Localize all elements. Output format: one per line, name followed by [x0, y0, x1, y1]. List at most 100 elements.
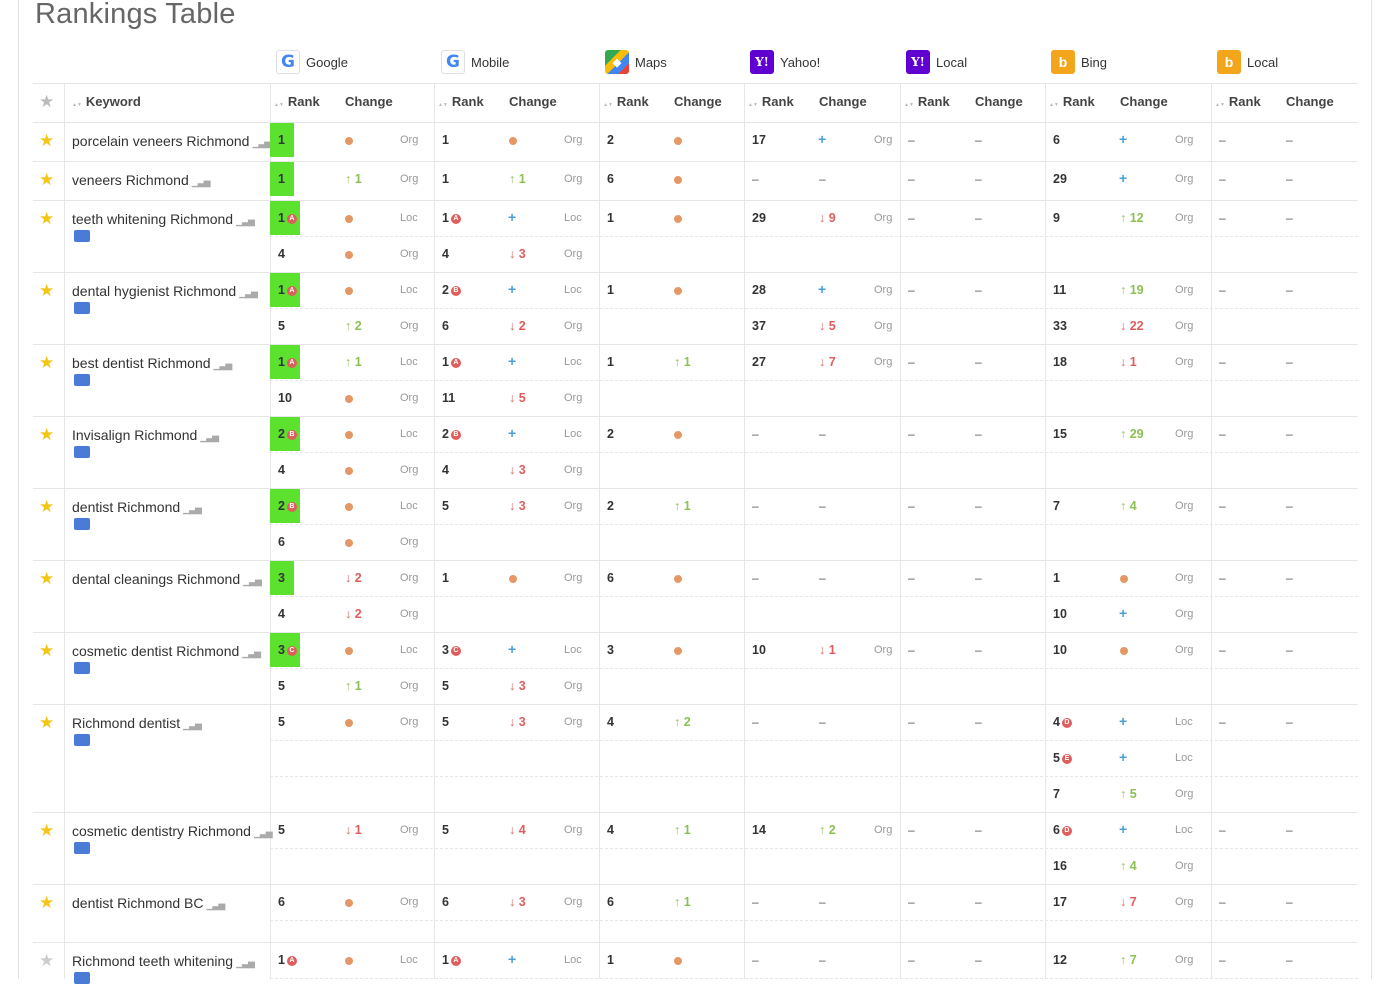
- result-type: Loc: [400, 356, 418, 368]
- keyword-label[interactable]: dental cleanings Richmond ▁▃▅: [72, 571, 262, 587]
- keyword-label[interactable]: Invisalign Richmond ▁▃▅: [72, 427, 219, 443]
- no-change-dot-icon: [345, 957, 353, 965]
- engine-header-blocal[interactable]: b Local: [1217, 47, 1278, 77]
- engine-header-bing[interactable]: b Bing: [1051, 47, 1107, 77]
- change-value: 1: [354, 355, 362, 369]
- empty-rank: –: [1219, 133, 1226, 147]
- bar-chart-icon[interactable]: ▁▃▅: [243, 576, 262, 586]
- sort-icon[interactable]: ▲▼: [1049, 102, 1059, 108]
- engine-header-google[interactable]: G Google: [276, 47, 348, 77]
- change-down: ↓ 3: [509, 895, 526, 909]
- rank-column-header[interactable]: ▲▼ Rank: [274, 94, 320, 109]
- engine-header-mobile[interactable]: G Mobile: [441, 47, 509, 77]
- change-column-header[interactable]: Change: [1120, 94, 1168, 109]
- engine-header-ylocal[interactable]: Y! Local: [906, 47, 967, 77]
- bar-chart-icon[interactable]: ▁▃▅: [239, 288, 258, 298]
- keyword-label[interactable]: dentist Richmond ▁▃▅: [72, 499, 202, 515]
- new-rank-plus-icon: +: [1119, 605, 1128, 621]
- empty-change: –: [819, 499, 826, 513]
- change-column-header[interactable]: Change: [509, 94, 557, 109]
- change-column-header[interactable]: Change: [819, 94, 867, 109]
- bar-chart-icon[interactable]: ▁▃▅: [236, 216, 255, 226]
- change-column-header[interactable]: Change: [1286, 94, 1334, 109]
- bar-chart-icon[interactable]: ▁▃▅: [253, 828, 273, 838]
- favorite-star-icon[interactable]: ★: [39, 209, 55, 228]
- keyword-label[interactable]: veneers Richmond ▁▃▅: [72, 172, 210, 188]
- rank-value: 17: [752, 133, 766, 147]
- favorite-star-icon[interactable]: ★: [39, 713, 55, 732]
- favorite-star-icon[interactable]: ★: [39, 425, 55, 444]
- change-column-header[interactable]: Change: [674, 94, 722, 109]
- bar-chart-icon[interactable]: ▁▃▅: [191, 177, 211, 187]
- sort-icon[interactable]: ▲▼: [438, 102, 448, 108]
- google-my-business-icon: [74, 446, 90, 458]
- keyword-label[interactable]: best dentist Richmond ▁▃▅: [72, 355, 233, 371]
- arrow-up-icon: ↑: [1120, 859, 1130, 873]
- rank-column-header[interactable]: ▲▼ Rank: [438, 94, 484, 109]
- arrow-down-icon: ↓: [509, 391, 519, 405]
- change-value: 2: [828, 823, 836, 837]
- sort-icon[interactable]: ▲▼: [603, 102, 613, 108]
- rank-column-header[interactable]: ▲▼ Rank: [1215, 94, 1261, 109]
- change-value: 19: [1129, 283, 1144, 297]
- favorite-star-icon[interactable]: ★: [39, 497, 55, 516]
- unfavorited-star-icon[interactable]: ★: [39, 951, 55, 970]
- favorite-star-icon[interactable]: ★: [39, 641, 55, 660]
- empty-change: –: [1286, 895, 1293, 909]
- empty-rank: –: [1219, 823, 1226, 837]
- favorite-star-icon[interactable]: ★: [39, 131, 55, 150]
- rank-column-header[interactable]: ▲▼ Rank: [904, 94, 950, 109]
- favorite-star-icon[interactable]: ★: [39, 893, 55, 912]
- keyword-label[interactable]: dental hygienist Richmond ▁▃▅: [72, 283, 258, 299]
- engine-header-maps[interactable]: ◆ Maps: [605, 47, 667, 77]
- arrow-down-icon: ↓: [509, 895, 519, 909]
- bar-chart-icon[interactable]: ▁▃▅: [252, 138, 271, 148]
- keyword-column-header[interactable]: ▲▼ Keyword: [72, 94, 141, 109]
- keyword-label[interactable]: teeth whitening Richmond ▁▃▅: [72, 211, 255, 227]
- bar-chart-icon[interactable]: ▁▃▅: [213, 360, 233, 370]
- favorite-star-icon[interactable]: ★: [39, 821, 55, 840]
- rank-value: 1: [442, 571, 449, 585]
- bar-chart-icon[interactable]: ▁▃▅: [236, 958, 255, 968]
- bar-chart-icon[interactable]: ▁▃▅: [183, 720, 202, 730]
- rank-column-header[interactable]: ▲▼ Rank: [748, 94, 794, 109]
- no-change-dot-icon: [345, 431, 353, 439]
- no-change-dot-icon: [345, 539, 353, 547]
- rank-column-header[interactable]: ▲▼ Rank: [603, 94, 649, 109]
- no-change-dot-icon: [345, 215, 353, 223]
- change-column-header[interactable]: Change: [975, 94, 1023, 109]
- column-divider: [744, 84, 745, 979]
- sort-icon[interactable]: ▲▼: [274, 102, 284, 108]
- rank-column-header[interactable]: ▲▼ Rank: [1049, 94, 1095, 109]
- bar-chart-icon[interactable]: ▁▃▅: [183, 504, 202, 514]
- change-up: ↑ 7: [1120, 953, 1137, 967]
- keyword-label[interactable]: Richmond teeth whitening ▁▃▅: [72, 953, 255, 969]
- favorite-star-icon[interactable]: ★: [39, 569, 55, 588]
- arrow-down-icon: ↓: [509, 499, 519, 513]
- arrow-down-icon: ↓: [509, 463, 519, 477]
- keyword-label[interactable]: Richmond dentist ▁▃▅: [72, 715, 202, 731]
- no-change-dot-icon: [674, 647, 682, 655]
- keyword-label[interactable]: porcelain veneers Richmond ▁▃▅: [72, 133, 271, 149]
- change-column-header[interactable]: Change: [345, 94, 393, 109]
- engine-header-yahoo[interactable]: Y! Yahoo!: [750, 47, 820, 77]
- favorite-star-icon[interactable]: ★: [39, 353, 55, 372]
- sort-icon[interactable]: ▲▼: [1215, 102, 1225, 108]
- keyword-label[interactable]: cosmetic dentistry Richmond ▁▃▅: [72, 823, 273, 839]
- bar-chart-icon[interactable]: ▁▃▅: [242, 648, 261, 658]
- favorite-star-icon[interactable]: ★: [39, 170, 55, 189]
- bar-chart-icon[interactable]: ▁▃▅: [206, 900, 226, 910]
- no-change-dot-icon: [1120, 575, 1128, 583]
- sort-icon[interactable]: ▲▼: [904, 102, 914, 108]
- empty-change: –: [975, 211, 982, 225]
- result-type: Org: [874, 284, 893, 296]
- sort-icon[interactable]: ▲▼: [72, 102, 82, 108]
- favorite-star-icon[interactable]: ★: [39, 281, 55, 300]
- result-type: Org: [400, 464, 419, 476]
- keyword-label[interactable]: dentist Richmond BC ▁▃▅: [72, 895, 226, 911]
- bar-chart-icon[interactable]: ▁▃▅: [200, 432, 219, 442]
- keyword-label[interactable]: cosmetic dentist Richmond ▁▃▅: [72, 643, 261, 659]
- header-star-icon[interactable]: ★: [39, 92, 55, 111]
- result-type: Org: [564, 392, 583, 404]
- sort-icon[interactable]: ▲▼: [748, 102, 758, 108]
